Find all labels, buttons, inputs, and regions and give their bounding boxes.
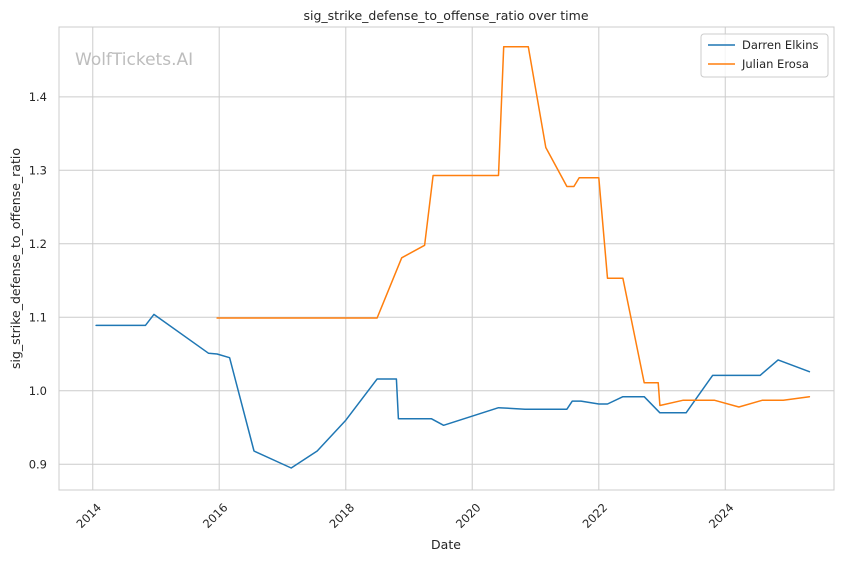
chart-title: sig_strike_defense_to_offense_ratio over… — [303, 8, 588, 23]
y-tick-label: 1.2 — [29, 237, 47, 251]
y-tick-label: 1.3 — [29, 163, 47, 177]
gridlines — [59, 27, 834, 490]
plot-frame — [58, 26, 835, 491]
y-axis-label: sig_strike_defense_to_offense_ratio — [8, 148, 23, 369]
y-tick-label: 1.1 — [29, 310, 47, 324]
series-lines — [95, 46, 811, 469]
y-tick-labels: 0.9 1.0 1.1 1.2 1.3 1.4 — [29, 90, 47, 471]
legend: Darren Elkins Julian Erosa — [700, 33, 829, 78]
y-tick-label: 0.9 — [29, 457, 47, 471]
y-tick-label: 1.4 — [29, 90, 47, 104]
legend-label-darren-elkins: Darren Elkins — [742, 38, 819, 52]
watermark: WolfTickets.AI — [75, 50, 193, 70]
legend-label-julian-erosa: Julian Erosa — [741, 57, 809, 71]
y-tick-label: 1.0 — [29, 384, 47, 398]
series-line-darren-elkins — [95, 313, 811, 469]
x-axis-label: Date — [431, 537, 461, 552]
series-line-julian-erosa — [216, 46, 811, 408]
plot-area — [59, 27, 834, 490]
